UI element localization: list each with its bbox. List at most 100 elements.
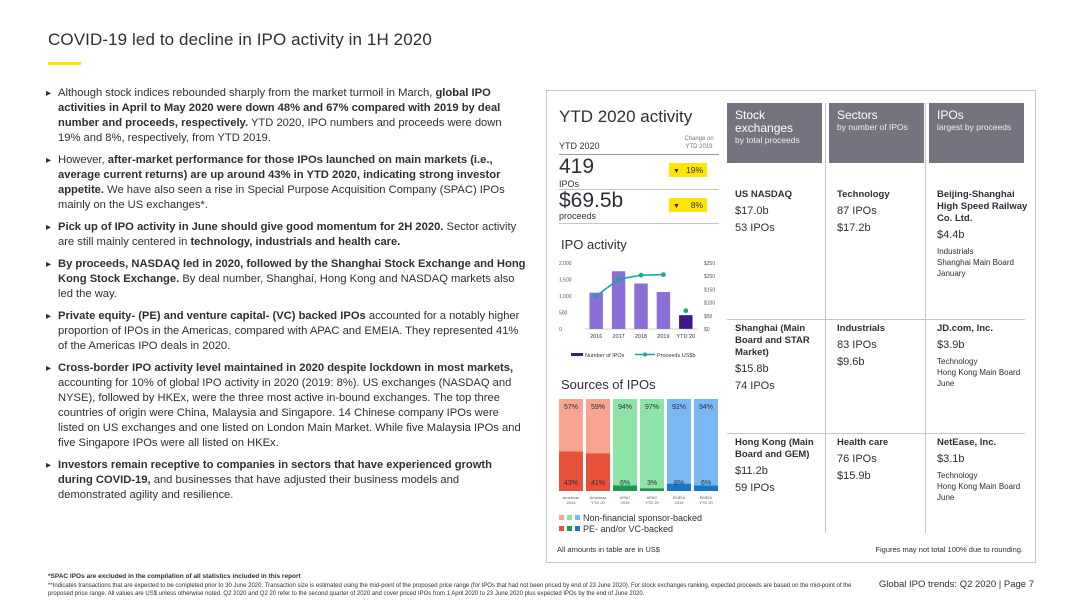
source-bar-pe-vc — [640, 488, 664, 491]
bullet-item: Private equity- (PE) and venture capital… — [46, 309, 526, 354]
y-right-tick: $250 — [704, 261, 715, 267]
source-bar-non-financial — [559, 399, 583, 452]
cell-meta-line: Industrials — [937, 247, 974, 256]
bullet-text: Although stock indices rebounded sharply… — [58, 87, 436, 99]
column-header-subtitle: by number of IPOs — [837, 122, 908, 132]
legend-label: Non-financial sponsor-backed — [583, 513, 703, 523]
source-label-pe-vc: 3% — [647, 480, 657, 487]
kpi-ipos-change-badge: ▼ 19% — [669, 163, 707, 177]
kpi-ipos-unit: IPOs — [559, 179, 580, 189]
cell-value: $11.2b — [735, 465, 768, 477]
bullet-text: Sector activity are still mainly centere… — [58, 221, 517, 248]
column-divider — [925, 103, 926, 533]
x-tick-label: 2016 — [590, 334, 602, 340]
source-label-non-financial: 57% — [564, 404, 578, 411]
source-category-label: Americas — [590, 495, 607, 500]
kpi-proceeds-unit: proceeds — [559, 211, 597, 221]
legend-swatch-number — [571, 353, 583, 356]
source-bar-non-financial — [667, 399, 691, 484]
ipo-bar — [589, 292, 603, 329]
x-tick-label: YTD 20 — [676, 334, 695, 340]
bullet-item: Cross-border IPO activity level maintain… — [46, 361, 526, 451]
cell-value: 87 IPOs — [837, 205, 877, 217]
cell-name: Hong Kong (Main Board and GEM) — [735, 437, 814, 460]
source-bar-pe-vc — [694, 485, 718, 491]
legend-swatch — [575, 526, 580, 531]
cell-value-secondary: $9.6b — [837, 356, 865, 368]
y-left-tick: 0 — [559, 327, 562, 333]
ytd-panel: YTD 2020 activity YTD 2020 Change on YTD… — [546, 90, 1036, 563]
table-cell: Shanghai (Main Board and STAR Market) $15… — [735, 323, 830, 394]
bullet-text: We have also seen a rise in Special Purp… — [58, 184, 505, 211]
page-label: Global IPO trends: Q2 2020 | Page 7 — [878, 579, 1034, 590]
column-header-subtitle: largest by proceeds — [937, 122, 1012, 132]
legend-item-pe-vc: PE- and/or VC-backed — [559, 524, 702, 535]
row-divider — [727, 433, 1025, 434]
source-category-label: YTD 20 — [591, 500, 605, 505]
cell-name: JD.com, Inc. — [937, 323, 993, 334]
legend-swatch — [575, 515, 580, 520]
proceeds-line — [595, 273, 664, 297]
page-title: COVID-19 led to decline in IPO activity … — [48, 30, 432, 49]
legend-swatch-proceeds-point — [643, 352, 647, 357]
bullet-text: However, — [58, 154, 108, 166]
ytd-header-row: YTD 2020 Change on YTD 2019 — [559, 135, 719, 155]
cell-name: Shanghai (Main Board and STAR Market) — [735, 323, 810, 358]
table-cell: Industrials 83 IPOs $9.6b — [837, 323, 932, 370]
bullet-list: Although stock indices rebounded sharply… — [46, 86, 526, 510]
ipo-bar — [656, 292, 671, 329]
table-cell: Beijing-Shanghai High Speed Railway Co. … — [937, 189, 1032, 279]
source-label-pe-vc: 43% — [564, 480, 578, 487]
x-tick-label: 2018 — [635, 334, 647, 340]
legend-label: PE- and/or VC-backed — [583, 524, 674, 534]
source-label-non-financial: 97% — [645, 404, 659, 411]
cell-value-secondary: 53 IPOs — [735, 222, 775, 234]
bullet-text: accounted for a notably higher proportio… — [58, 310, 520, 352]
cell-value: $3.1b — [937, 453, 965, 465]
ipo-bar — [611, 271, 626, 329]
source-bar-pe-vc — [667, 483, 691, 491]
y-right-tick: $50 — [704, 314, 713, 320]
cell-name: Health care — [837, 437, 889, 448]
cell-value: $4.4b — [937, 229, 965, 241]
cell-name: US NASDAQ — [735, 189, 793, 200]
ipo-bar — [679, 315, 693, 329]
cell-meta-line: Shanghai Main Board — [937, 258, 1014, 267]
bullet-bold-text: Private equity- (PE) and venture capital… — [58, 310, 366, 322]
bullet-bold-text: By proceeds, NASDAQ led in 2020, followe… — [58, 258, 526, 285]
ytd-change-label: Change on YTD 2019 — [684, 136, 714, 150]
table-cell: Technology 87 IPOs $17.2b — [837, 189, 932, 236]
column-header: Sectors by number of IPOs — [829, 103, 924, 163]
bullet-text: and businesses that have adjusted their … — [58, 474, 460, 501]
cell-value: $15.8b — [735, 363, 769, 375]
cell-value: $3.9b — [937, 339, 965, 351]
legend-swatch — [559, 526, 564, 531]
cell-value: 83 IPOs — [837, 339, 877, 351]
bullet-bold-text: technology, industrials and health care. — [190, 236, 401, 248]
source-bar-pe-vc — [613, 485, 637, 491]
kpi-ipos-change: 19% — [685, 165, 703, 175]
column-header-title: IPOs — [937, 108, 964, 122]
proceeds-point — [616, 276, 621, 282]
source-category-label: APAC — [620, 495, 631, 500]
kpi-separator — [559, 223, 719, 224]
source-category-label: Americas — [563, 495, 580, 500]
y-left-tick: 500 — [559, 311, 568, 317]
bullet-text: YTD 2020, IPO numbers and proceeds were … — [58, 117, 502, 144]
bullet-item: Pick up of IPO activity in June should g… — [46, 220, 526, 250]
sources-title: Sources of IPOs — [561, 377, 656, 392]
cell-value-secondary: 74 IPOs — [735, 380, 775, 392]
y-left-tick: 1,000 — [559, 294, 572, 300]
column-header: IPOs largest by proceeds — [929, 103, 1024, 163]
bullet-item: Investors remain receptive to companies … — [46, 458, 526, 503]
source-category-label: 2019 — [621, 500, 631, 505]
ipo-activity-chart: 2,000 1,500 1,000 500 0 $250 $200 $150 $100 $50 $0… — [559, 261, 715, 359]
source-label-pe-vc: 6% — [620, 480, 630, 487]
down-arrow-icon: ▼ — [673, 168, 680, 175]
cell-value-secondary: $15.9b — [837, 470, 871, 482]
footnote-methodology: **Indicates transactions that are expect… — [48, 583, 852, 597]
ipo-activity-title: IPO activity — [561, 237, 627, 252]
column-header-title: Sectors — [837, 108, 878, 122]
row-divider — [727, 319, 1025, 320]
bullet-bold-text: after-market performance for those IPOs … — [58, 154, 501, 196]
